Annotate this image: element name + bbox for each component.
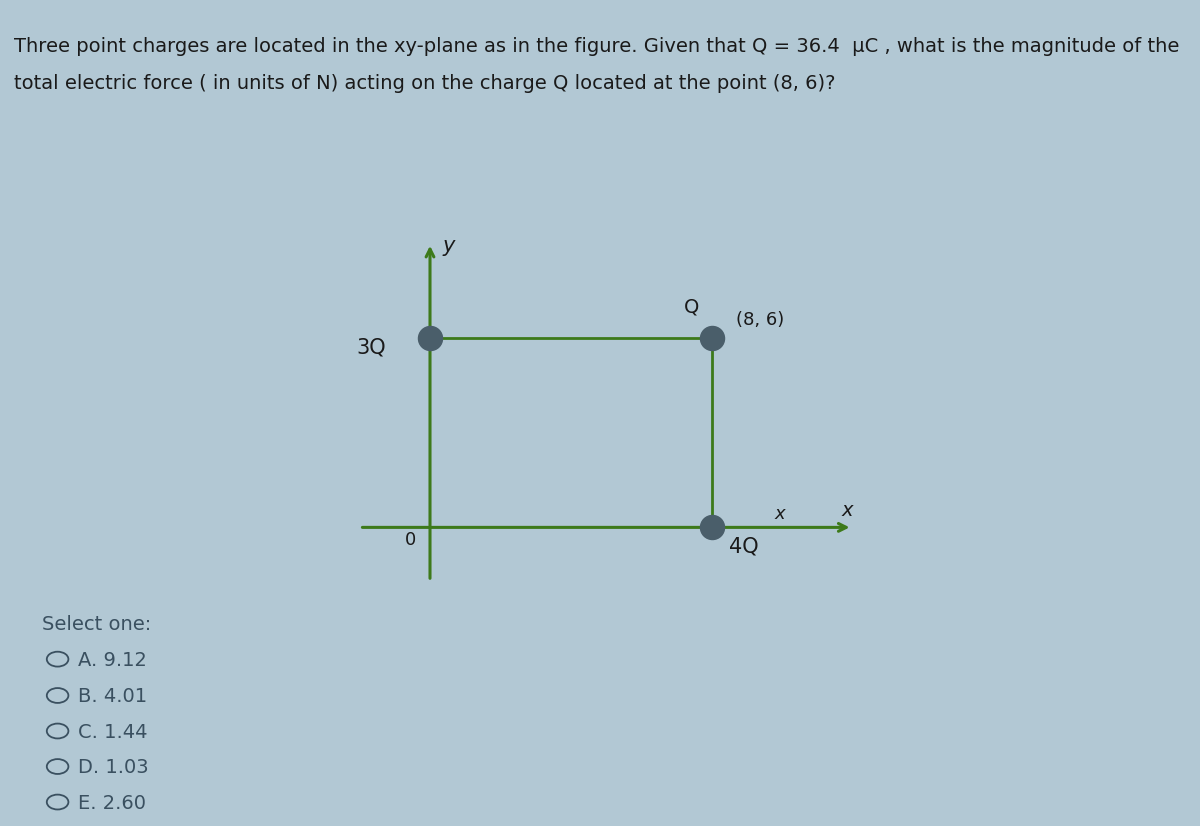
Text: 4Q: 4Q	[730, 537, 758, 557]
Text: total electric force ( in units of N) acting on the charge Q located at the poin: total electric force ( in units of N) ac…	[14, 74, 836, 93]
Point	[702, 331, 721, 344]
Text: 3Q: 3Q	[356, 338, 385, 358]
Text: y: y	[443, 236, 455, 256]
Text: 0: 0	[406, 531, 416, 548]
Point	[420, 331, 439, 344]
Text: E. 2.60: E. 2.60	[78, 794, 146, 813]
Text: A. 9.12: A. 9.12	[78, 651, 146, 670]
Text: Select one:: Select one:	[42, 615, 151, 634]
Text: Q: Q	[684, 297, 698, 316]
Text: C. 1.44: C. 1.44	[78, 723, 148, 742]
Point	[702, 520, 721, 534]
Text: D. 1.03: D. 1.03	[78, 758, 149, 777]
Text: x: x	[775, 506, 786, 524]
Text: B. 4.01: B. 4.01	[78, 687, 148, 706]
Text: Three point charges are located in the xy-plane as in the figure. Given that Q =: Three point charges are located in the x…	[14, 37, 1180, 56]
Text: x: x	[842, 501, 853, 520]
Text: (8, 6): (8, 6)	[737, 311, 785, 329]
